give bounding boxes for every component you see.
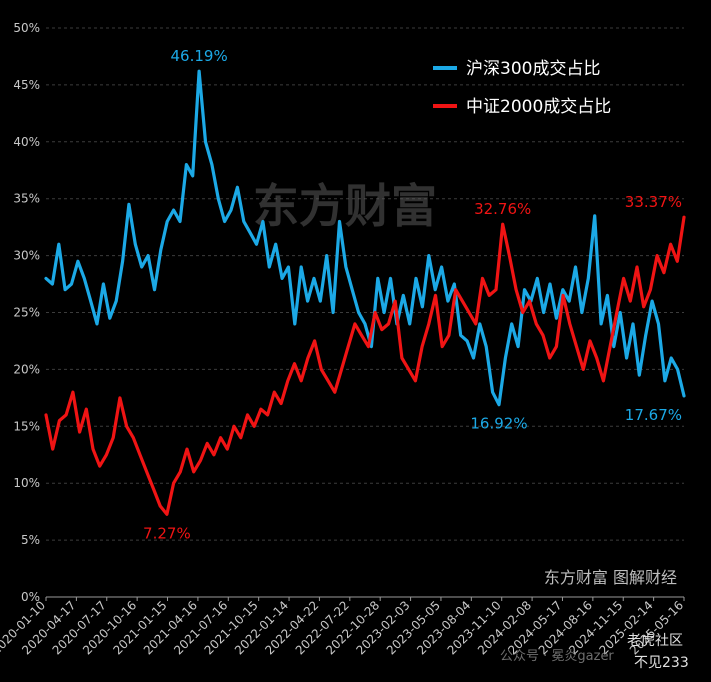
y-tick-label: 25% (13, 306, 40, 320)
legend-label-hs300: 沪深300成交占比 (466, 59, 600, 79)
gridlines (46, 27, 684, 598)
faint-watermark: 公众号 · 冕炎gazer (500, 649, 614, 664)
legend: 沪深300成交占比 中证2000成交占比 (433, 59, 611, 117)
corner-brand: 老虎社区 (627, 633, 683, 649)
brand-watermark: 东方财富 图解财经 (544, 568, 677, 587)
y-tick-label: 40% (13, 135, 40, 149)
data-label: 7.27% (143, 524, 191, 542)
series-line-hs300 (44, 69, 686, 407)
corner-user: 不见233 (634, 655, 689, 671)
y-tick-label: 15% (13, 419, 40, 433)
series-line-zz2000 (44, 215, 686, 516)
center-watermark: 东方财富 (253, 179, 437, 233)
data-label: 33.37% (625, 193, 682, 211)
annotations: 46.19% 7.27% 32.76% 16.92% 33.37% 17.67% (143, 47, 682, 542)
legend-label-zz2000: 中证2000成交占比 (466, 97, 611, 117)
y-tick-label: 30% (13, 249, 40, 263)
y-tick-label: 35% (13, 192, 40, 206)
y-tick-label: 45% (13, 78, 40, 92)
y-axis: 0% 5% 10% 15% 20% 25% 30% 35% 40% 45% 50% (13, 21, 40, 604)
data-label: 17.67% (625, 406, 682, 424)
y-tick-label: 0% (21, 590, 40, 604)
data-label: 16.92% (470, 415, 527, 433)
y-tick-label: 5% (21, 533, 40, 547)
y-tick-label: 10% (13, 476, 40, 490)
y-tick-label: 50% (13, 21, 40, 35)
series-lines (44, 69, 686, 516)
data-label: 46.19% (171, 47, 228, 65)
y-tick-label: 20% (13, 362, 40, 376)
data-label: 32.76% (474, 200, 531, 218)
